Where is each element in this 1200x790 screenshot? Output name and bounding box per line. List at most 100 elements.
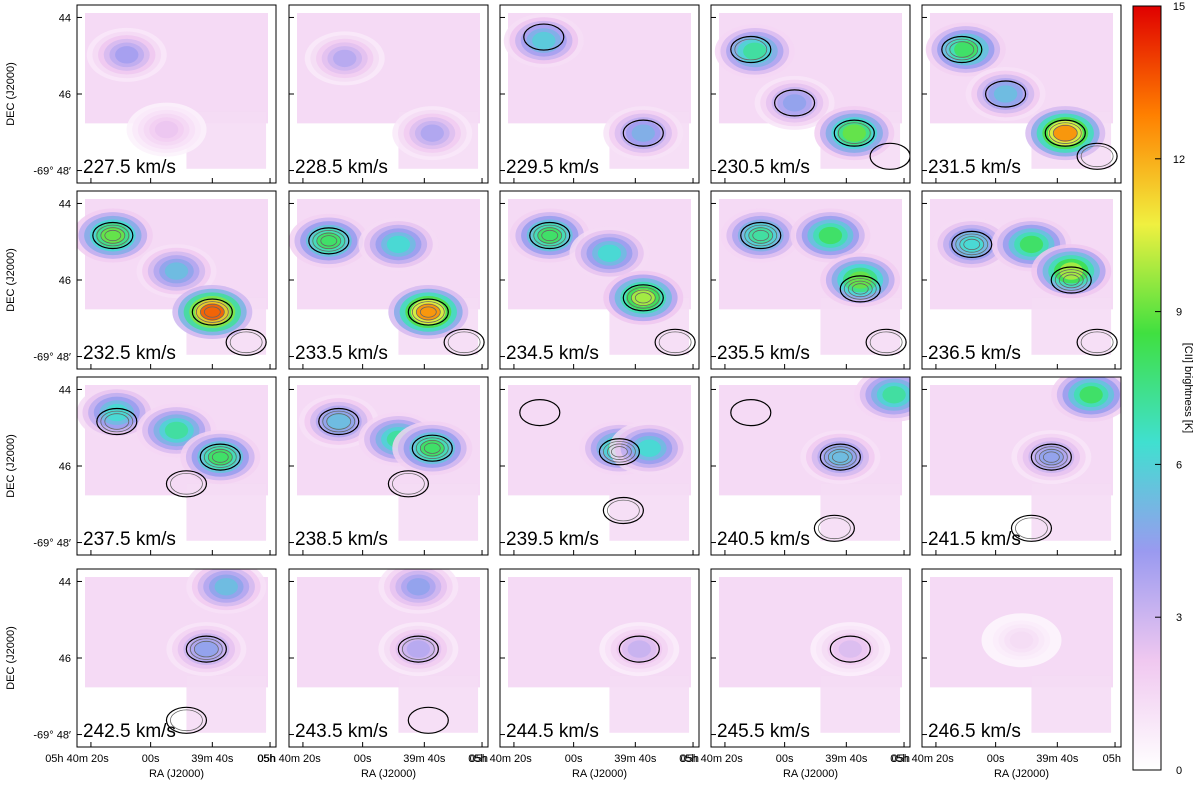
emission-blob [631, 124, 655, 142]
contour-line [607, 443, 632, 460]
emission-blob [882, 386, 906, 404]
emission-blob [1019, 235, 1044, 254]
contour-line [1076, 142, 1118, 170]
contour-line [170, 472, 203, 495]
contour-line [630, 289, 656, 307]
y-tick-label: 46 [59, 653, 71, 665]
contour-line [955, 233, 989, 256]
y-tick-label: 46 [59, 89, 71, 101]
x-tick-label: 39m 40s [825, 753, 868, 765]
emission-blob [208, 448, 232, 466]
contour-line [203, 446, 237, 468]
contour-line [523, 23, 565, 51]
contour-line [229, 331, 263, 354]
contour-line [185, 635, 227, 663]
emission-blob [532, 31, 556, 50]
contour-line [634, 292, 652, 304]
emission-blob [743, 42, 767, 60]
contour-line [191, 298, 233, 326]
contour-line [1048, 122, 1082, 144]
contour-line [320, 235, 338, 247]
contour-line [529, 221, 571, 250]
x-axis-title: RA (J2000) [572, 768, 627, 780]
emission-blob [105, 403, 129, 422]
contour-line [839, 275, 881, 303]
diffuse-emission [1031, 675, 1112, 733]
velocity-label: 227.5 km/s [83, 157, 176, 178]
emission-blob [386, 235, 411, 254]
emission-blob [597, 244, 622, 262]
contour-line [951, 230, 993, 258]
emission-blob [1053, 124, 1077, 142]
contour-line [602, 496, 644, 525]
velocity-label: 232.5 km/s [83, 343, 176, 364]
emission-blob [1079, 386, 1103, 404]
contour-line [827, 448, 853, 466]
y-tick-label: -69° 48′ [33, 730, 71, 742]
colorbar-tick-label: 0 [1176, 765, 1182, 777]
y-tick-label: 46 [59, 275, 71, 287]
y-tick-label: 44 [59, 576, 71, 588]
contour-line [407, 298, 449, 326]
panel-image [922, 5, 1121, 183]
channel-panel: 240.5 km/s [710, 376, 911, 556]
y-tick-label: 44 [59, 384, 71, 396]
emission-blob [420, 124, 444, 142]
contour-line [831, 451, 849, 463]
x-axis-title: RA (J2000) [149, 768, 204, 780]
channel-panel: 241.5 km/s [921, 376, 1122, 556]
channel-panel: 231.5 km/s [921, 4, 1122, 184]
panel-image [711, 377, 910, 555]
contour-line [869, 331, 903, 354]
velocity-label: 246.5 km/s [928, 721, 1021, 742]
contour-line [189, 638, 223, 660]
panel-image [77, 569, 276, 747]
colorbar-tick-label: 15 [1173, 1, 1185, 13]
contour-line [603, 440, 636, 463]
panel-image [289, 191, 488, 369]
x-tick-label: 05h [1103, 753, 1121, 765]
contour-line [606, 499, 640, 522]
velocity-label: 242.5 km/s [83, 721, 176, 742]
contour-line [626, 286, 660, 309]
x-tick-label: 05h 40m 20s [679, 753, 743, 765]
velocity-label: 243.5 km/s [295, 721, 388, 742]
velocity-label: 230.5 km/s [717, 157, 810, 178]
velocity-label: 244.5 km/s [506, 721, 599, 742]
emission-blob [838, 640, 862, 658]
contour-line [207, 448, 233, 466]
contour-line [622, 119, 664, 147]
x-tick-label: 05h 40m 20s [468, 753, 532, 765]
contour-line [104, 413, 130, 430]
contour-line [1015, 517, 1048, 540]
x-tick-label: 05h 40m 20s [257, 753, 321, 765]
emission-blob [333, 49, 357, 68]
contour-line [1062, 274, 1080, 286]
contour-line [165, 470, 208, 498]
diffuse-emission [1031, 483, 1112, 541]
channel-panel: 229.5 km/s [499, 4, 700, 184]
contour-line [730, 35, 772, 64]
channel-panel: 239.5 km/s [499, 376, 700, 556]
contour-line [829, 635, 871, 663]
contour-line [734, 38, 768, 61]
y-tick-label: 44 [59, 12, 71, 24]
panel-image [77, 191, 276, 369]
contour-line [96, 224, 130, 247]
x-tick-label: 05h [892, 753, 910, 765]
contour-line [415, 303, 441, 321]
y-axis-title: DEC (J2000) [5, 434, 17, 498]
contour-line [843, 278, 877, 300]
contour-line [851, 283, 869, 295]
channel-panel: 244.5 km/s 05h 40m 20s 00s 39m 40s 05h RA (J2… [468, 568, 700, 780]
contour-line [533, 224, 567, 247]
contour-line [817, 517, 851, 540]
contour-line [411, 301, 445, 323]
contour-line [407, 706, 449, 734]
channel-panel: 233.5 km/s [288, 190, 489, 370]
contour-line [618, 635, 660, 663]
x-tick-label: 00s [987, 753, 1005, 765]
diffuse-emission [609, 483, 690, 541]
